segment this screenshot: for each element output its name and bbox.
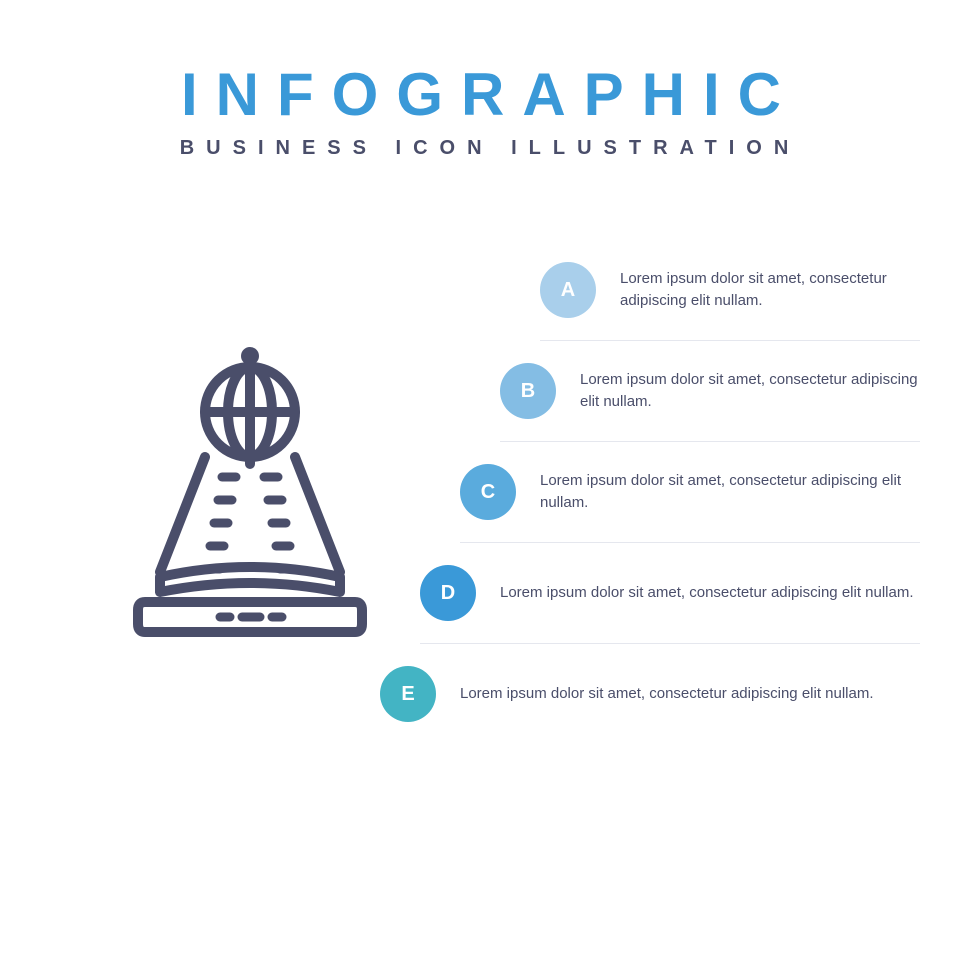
badge-b: B	[500, 363, 556, 419]
step-a-text: Lorem ipsum dolor sit amet, consectetur …	[620, 268, 920, 313]
step-c: C Lorem ipsum dolor sit amet, consectetu…	[460, 442, 920, 543]
header: INFOGRAPHIC BUSINESS ICON ILLUSTRATION	[0, 0, 980, 160]
hologram-globe-icon	[110, 342, 390, 642]
step-d: D Lorem ipsum dolor sit amet, consectetu…	[420, 543, 920, 644]
step-e: E Lorem ipsum dolor sit amet, consectetu…	[380, 644, 920, 744]
step-a: A Lorem ipsum dolor sit amet, consectetu…	[540, 240, 920, 341]
badge-e: E	[380, 666, 436, 722]
badge-a: A	[540, 262, 596, 318]
icon-area	[60, 342, 440, 642]
step-e-text: Lorem ipsum dolor sit amet, consectetur …	[460, 683, 874, 706]
step-c-text: Lorem ipsum dolor sit amet, consectetur …	[540, 470, 920, 515]
content: A Lorem ipsum dolor sit amet, consectetu…	[0, 160, 980, 744]
badge-d: D	[420, 565, 476, 621]
step-b-text: Lorem ipsum dolor sit amet, consectetur …	[580, 369, 920, 414]
badge-c: C	[460, 464, 516, 520]
page-title: INFOGRAPHIC	[0, 60, 980, 129]
page-subtitle: BUSINESS ICON ILLUSTRATION	[0, 137, 980, 160]
step-b: B Lorem ipsum dolor sit amet, consectetu…	[500, 341, 920, 442]
steps-list: A Lorem ipsum dolor sit amet, consectetu…	[440, 240, 920, 744]
step-d-text: Lorem ipsum dolor sit amet, consectetur …	[500, 582, 914, 605]
